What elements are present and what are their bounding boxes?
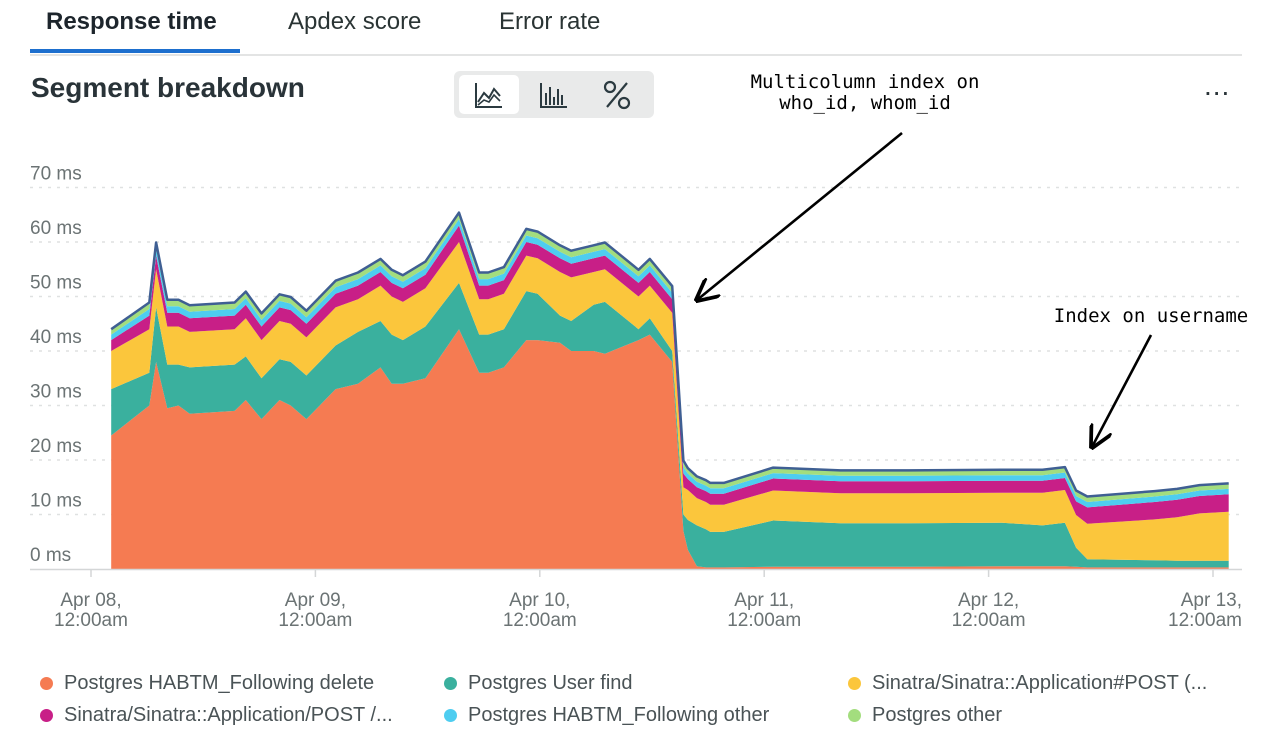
x-tick-label: 12:00am [503,610,577,631]
legend-item[interactable]: Postgres User find [444,672,633,695]
area-series [111,242,1229,561]
bar-chart-icon [540,82,567,108]
percent-icon [603,80,631,109]
tab-response-time[interactable]: Response time [46,8,217,35]
x-tick-label: 12:00am [54,610,128,631]
legend-item[interactable]: Sinatra/Sinatra::Application#POST (... [848,672,1207,695]
legend-color-dot [444,677,457,690]
legend-item[interactable]: Postgres HABTM_Following delete [40,672,374,695]
y-tick-label: 50 ms [30,273,82,294]
area-chart-icon [475,82,502,108]
bar-chart-view-button[interactable] [524,75,584,114]
legend-color-dot [40,709,53,722]
legend-label: Postgres User find [468,672,633,694]
x-tick-label: 12:00am [727,610,801,631]
area-chart-view-button[interactable] [459,75,519,114]
y-tick-label: 30 ms [30,382,82,403]
y-tick-label: 70 ms [30,164,82,185]
annotation-arrow [697,131,903,300]
annotation-multicolumn-index: Multicolumn index on who_id, whom_id [742,72,988,114]
tab-bar: Response time Apdex score Error rate [30,0,1242,56]
panel-title: Segment breakdown [31,72,305,103]
legend-label: Postgres other [872,704,1003,726]
active-tab-indicator [30,49,240,53]
area-series [111,282,1229,568]
x-tick-label: Apr 10, [509,590,570,611]
more-icon[interactable]: ... [1204,70,1231,101]
x-tick-label: Apr 12, [958,590,1019,611]
legend-item[interactable]: Postgres HABTM_Following other [444,704,769,727]
tab-error-rate[interactable]: Error rate [499,8,601,35]
y-tick-label: 20 ms [30,436,82,457]
legend-item[interactable]: Postgres other [848,704,1002,727]
legend-color-dot [848,677,861,690]
legend-color-dot [444,709,457,722]
stacked-areas [110,211,1229,569]
annotation-username-index: Index on username [1048,306,1254,327]
x-tick-label: Apr 09, [285,590,346,611]
legend-label: Postgres HABTM_Following delete [64,672,375,694]
legend-item[interactable]: Sinatra/Sinatra::Application/POST /... [40,704,393,727]
annotation-line: Index on username [1053,305,1249,327]
total-line [110,211,1229,498]
area-series [111,329,1229,569]
legend-color-dot [40,677,53,690]
legend-color-dot [848,709,861,722]
annotation-arrow [1092,334,1153,447]
y-tick-label: 60 ms [30,218,82,239]
x-tick-label: Apr 13, [1181,590,1242,611]
legend-label: Sinatra/Sinatra::Application#POST (... [872,672,1208,694]
y-tick-label: 0 ms [30,545,71,566]
legend-label: Sinatra/Sinatra::Application/POST /... [64,704,393,726]
y-tick-label: 40 ms [30,327,82,348]
percent-view-button[interactable] [587,75,647,114]
annotation-line: Multicolumn index on [750,71,980,93]
x-tick-label: Apr 08, [60,590,121,611]
x-tick-label: 12:00am [952,610,1026,631]
annotation-line: who_id, whom_id [779,92,951,114]
tab-apdex-score[interactable]: Apdex score [288,8,422,35]
y-tick-label: 10 ms [30,491,82,512]
legend-label: Postgres HABTM_Following other [468,704,770,726]
x-tick-label: Apr 11, [734,590,794,611]
x-tick-label: 12:00am [1168,610,1242,631]
chart-view-toggle [454,71,654,118]
x-tick-label: 12:00am [278,610,352,631]
